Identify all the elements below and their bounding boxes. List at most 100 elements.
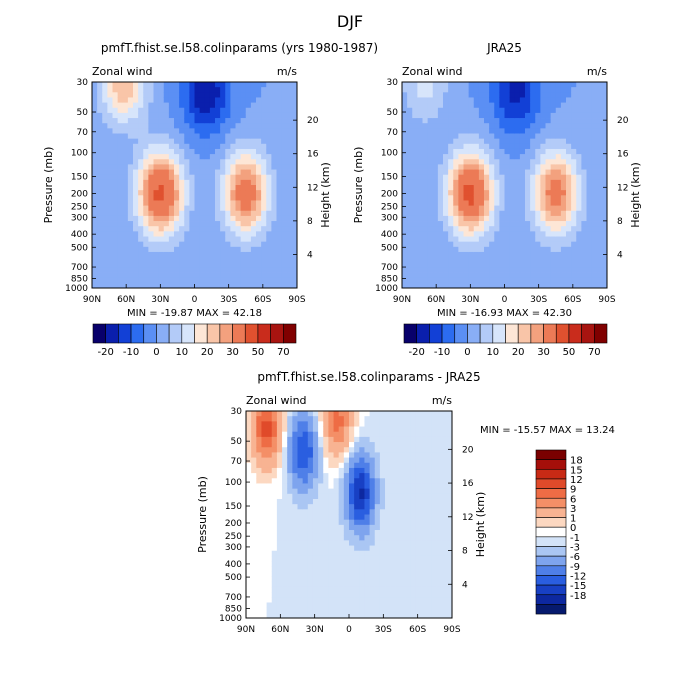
field-cell [261, 524, 267, 531]
field-cell [422, 128, 429, 134]
field-cell [333, 597, 340, 603]
field-cell [307, 478, 314, 484]
field-cell [158, 174, 165, 181]
field-cell [107, 262, 113, 268]
field-cell [407, 236, 413, 243]
field-cell [338, 416, 345, 422]
field-cell [576, 82, 582, 88]
field-cell [158, 215, 165, 222]
field-cell [138, 159, 144, 165]
field-cell [256, 174, 262, 181]
field-cell [261, 457, 267, 464]
field-cell [525, 200, 531, 206]
field-cell [251, 447, 257, 453]
field-cell [107, 102, 113, 109]
field-cell [586, 174, 593, 181]
field-cell [499, 200, 505, 206]
field-cell [514, 97, 521, 103]
field-cell [415, 561, 422, 567]
field-cell [174, 123, 180, 129]
field-cell [297, 514, 304, 521]
field-cell [453, 251, 459, 258]
field-cell [276, 87, 283, 93]
field-cell [240, 236, 247, 243]
field-cell [426, 493, 432, 500]
field-cell [271, 462, 278, 469]
field-cell [530, 107, 536, 114]
field-cell [395, 452, 401, 458]
field-cell [576, 272, 582, 279]
field-cell [545, 200, 552, 206]
field-cell [266, 571, 273, 577]
field-cell [400, 540, 407, 546]
field-cell [596, 123, 603, 129]
field-cell [555, 241, 562, 248]
field-cell [266, 267, 272, 273]
field-cell [458, 159, 464, 165]
field-cell [400, 504, 407, 510]
field-cell [359, 566, 365, 572]
field-cell [215, 185, 221, 191]
field-cell [369, 597, 376, 603]
field-cell [473, 138, 480, 145]
field-cell [432, 107, 439, 114]
panel-title: pmfT.fhist.se.l58.colinparams - JRA25 [257, 370, 480, 384]
field-cell [204, 277, 211, 284]
field-cell [504, 190, 511, 196]
field-cell [405, 586, 412, 593]
field-cell [97, 231, 103, 237]
field-cell [427, 97, 434, 103]
field-cell [343, 540, 350, 546]
field-cell [448, 169, 454, 176]
field-cell [133, 215, 139, 222]
field-cell [441, 498, 448, 505]
field-cell [291, 221, 298, 227]
field-cell [379, 493, 386, 500]
field-cell [436, 431, 443, 438]
field-cell [437, 133, 444, 140]
field-cell [287, 571, 293, 577]
field-cell [535, 123, 541, 129]
field-cell [307, 488, 314, 495]
field-cell [168, 226, 175, 232]
field-cell [250, 92, 257, 98]
x-tick-label: 90N [237, 625, 255, 635]
field-cell [220, 236, 226, 243]
field-cell [601, 179, 608, 186]
field-cell [437, 267, 444, 273]
field-cell [163, 143, 170, 150]
field-cell [215, 102, 221, 109]
field-cell [215, 138, 221, 145]
field-cell [153, 148, 160, 155]
field-cell [412, 205, 418, 212]
field-cell [225, 236, 231, 243]
field-cell [271, 586, 278, 593]
field-cell [138, 226, 144, 232]
field-cell [395, 473, 401, 479]
field-cell [494, 195, 500, 201]
field-cell [591, 195, 598, 201]
field-cell [261, 138, 267, 145]
field-cell [489, 102, 495, 109]
field-cell [441, 592, 448, 598]
field-cell [143, 195, 149, 201]
field-cell [215, 97, 221, 103]
field-cell [427, 148, 434, 155]
field-cell [246, 576, 252, 583]
field-cell [271, 519, 278, 526]
field-cell [292, 447, 298, 453]
field-cell [550, 112, 557, 119]
field-cell [395, 411, 401, 417]
field-cell [333, 555, 340, 562]
field-cell [412, 154, 418, 160]
field-cell [97, 236, 103, 243]
field-cell [251, 602, 257, 609]
field-cell [297, 592, 304, 598]
field-cell [163, 92, 170, 98]
field-cell [250, 185, 257, 191]
field-cell [338, 442, 345, 448]
field-cell [484, 123, 490, 129]
field-cell [179, 92, 185, 98]
field-cell [184, 226, 190, 232]
field-cell [504, 282, 511, 289]
